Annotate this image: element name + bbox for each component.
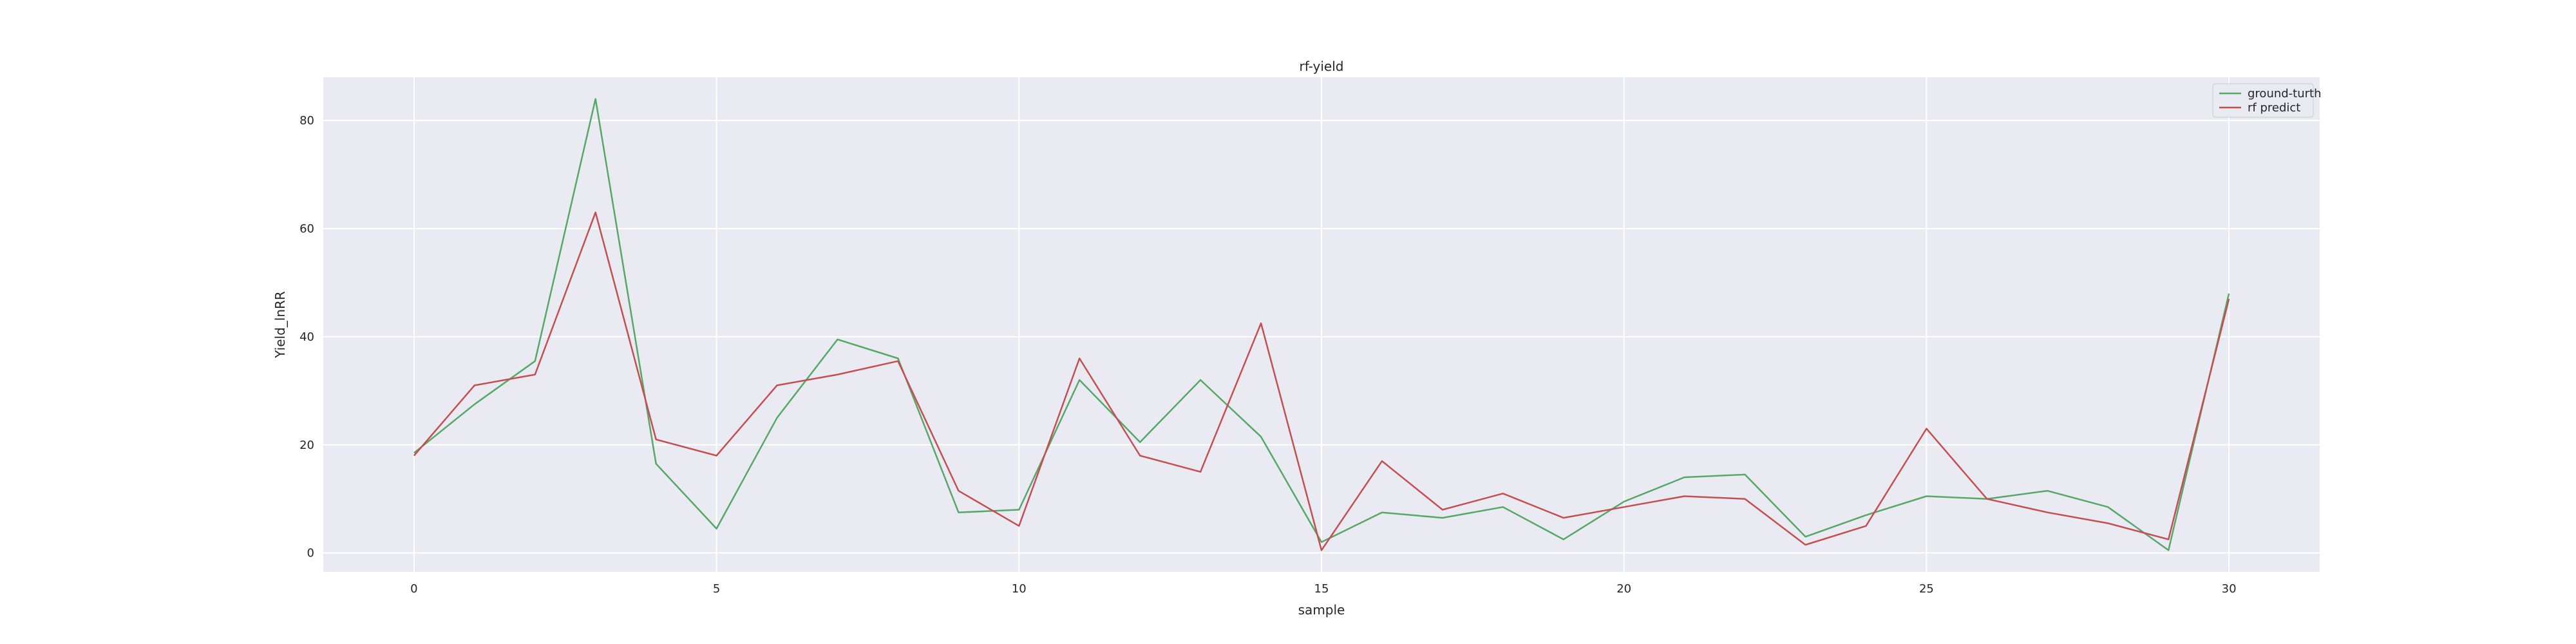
x-tick-label: 0: [410, 582, 417, 596]
x-tick-label: 30: [2222, 582, 2237, 596]
legend: ground-turth rf predict: [2212, 83, 2322, 118]
x-tick-label: 10: [1012, 582, 1027, 596]
y-tick-label: 0: [307, 547, 314, 560]
legend-box: [2212, 83, 2314, 118]
chart-title: rf-yield: [1300, 59, 1344, 74]
y-axis-label: Yield_lnRR: [272, 291, 288, 359]
grid: [323, 77, 2320, 572]
legend-label-rf-predict: rf predict: [2248, 101, 2300, 115]
series-lines: [413, 98, 2230, 551]
x-tick-label: 20: [1616, 582, 1631, 596]
x-tick-label: 25: [1919, 582, 1934, 596]
y-tick-label: 60: [299, 222, 314, 236]
legend-label-ground-turth: ground-turth: [2248, 87, 2322, 100]
x-axis-ticks: 0 5 10 15 20 25 30: [410, 582, 2236, 596]
y-axis-ticks: 0 20 40 60 80: [299, 114, 314, 560]
x-tick-label: 5: [713, 582, 720, 596]
y-tick-label: 40: [299, 330, 314, 344]
x-tick-label: 15: [1314, 582, 1329, 596]
series-line-rf-predict: [413, 211, 2230, 551]
y-tick-label: 20: [299, 439, 314, 452]
series-line-ground-turth: [413, 98, 2230, 551]
x-axis-label: sample: [1298, 602, 1345, 618]
y-tick-label: 80: [299, 114, 314, 128]
